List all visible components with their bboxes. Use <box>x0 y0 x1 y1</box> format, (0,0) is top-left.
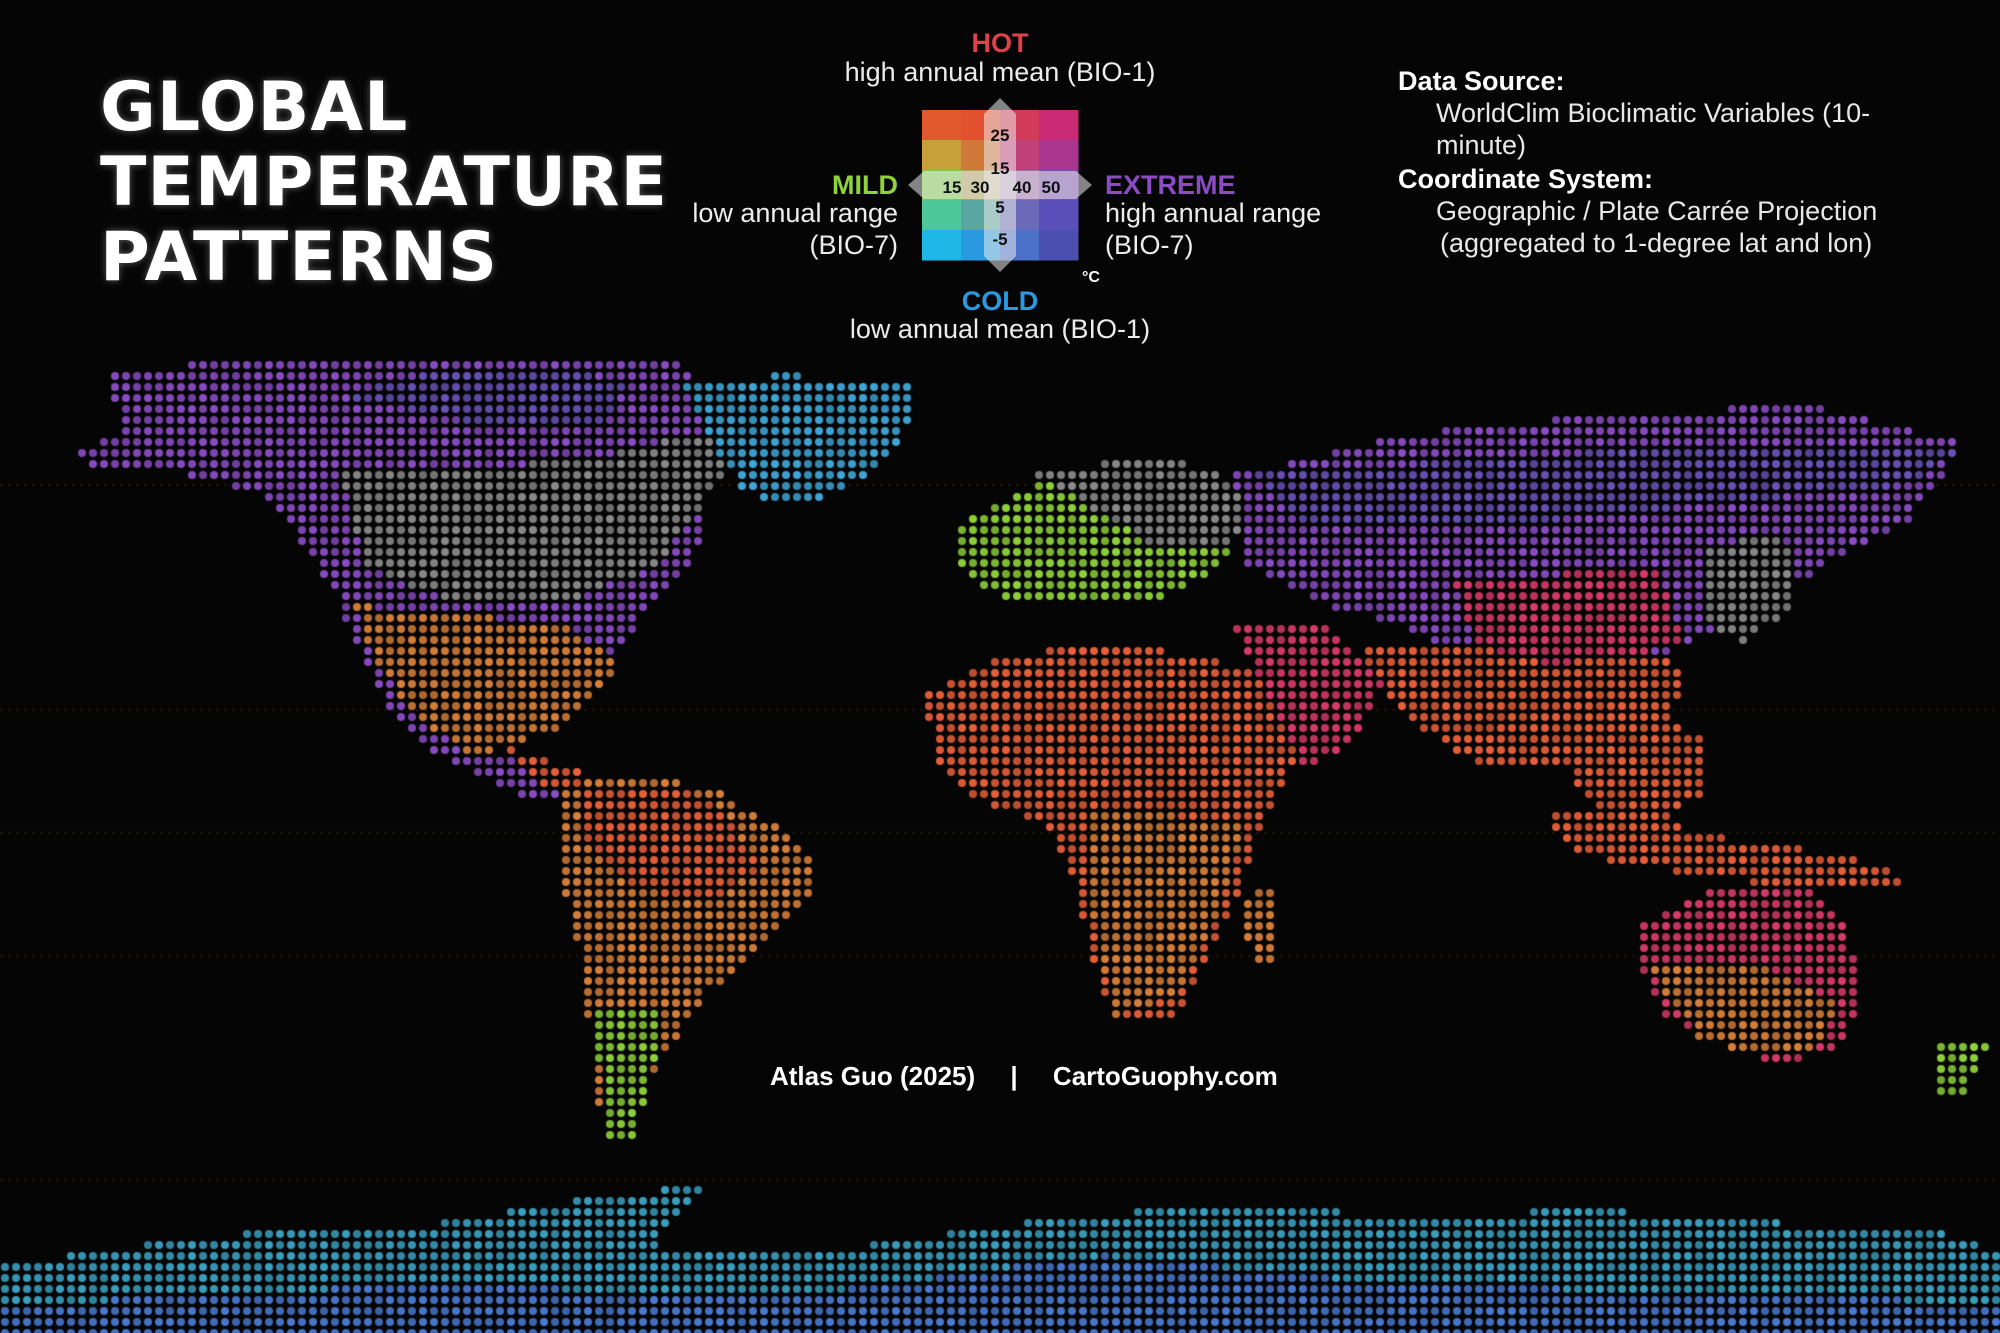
legend-cold-desc: low annual mean (BIO-1) <box>849 314 1151 344</box>
legend-range-tick: 50 <box>1042 178 1061 197</box>
legend-mild-desc-line2: (BIO-7) <box>809 230 898 260</box>
bivariate-legend: 25 15 5 -5 15 30 40 50 °C <box>908 98 1100 286</box>
legend-extreme-label: EXTREME <box>1105 170 1236 200</box>
legend-range-tick: 40 <box>1013 178 1032 197</box>
legend-cell <box>922 200 962 231</box>
data-source-block: Data Source: WorldClim Bioclimatic Varia… <box>1398 66 1958 161</box>
legend-mean-tick: 15 <box>991 159 1010 178</box>
credit-author: Atlas Guo (2025) <box>770 1061 976 1091</box>
legend-range-tick: 15 <box>943 178 962 197</box>
legend-cell <box>1039 230 1079 261</box>
title-line-1: GLOBAL <box>100 68 409 147</box>
legend-hot-desc: high annual mean (BIO-1) <box>844 57 1156 87</box>
legend-hot-label: HOT <box>971 28 1029 58</box>
legend-cell <box>1039 140 1079 171</box>
coordinate-system-heading: Coordinate System: <box>1398 164 1654 194</box>
data-source-value: WorldClim Bioclimatic Variables (10-minu… <box>1436 98 1871 160</box>
legend-mean-tick: 25 <box>991 126 1010 145</box>
coordinate-system-line2: (aggregated to 1-degree lat and lon) <box>1440 228 1873 258</box>
legend-extreme-desc-line2: (BIO-7) <box>1105 230 1194 260</box>
legend-mild-desc-line1: low annual range <box>692 198 898 228</box>
title-line-3: PATTERNS <box>100 218 498 297</box>
legend-cell <box>922 230 962 261</box>
legend-range-arrow <box>908 171 1092 199</box>
legend-extreme-desc-line1: high annual range <box>1105 198 1322 228</box>
legend-cell <box>922 140 962 171</box>
legend-cell <box>1039 200 1079 231</box>
legend-mean-tick: -5 <box>992 230 1007 249</box>
credit-separator: | <box>1010 1061 1018 1091</box>
legend-mild-label: MILD <box>832 170 898 200</box>
credit-website: CartoGuophy.com <box>1052 1061 1278 1091</box>
title-line-2: TEMPERATURE <box>100 143 668 222</box>
legend-range-tick: 30 <box>971 178 990 197</box>
coordinate-system-line1: Geographic / Plate Carrée Projection <box>1436 196 1878 226</box>
data-source-heading: Data Source: <box>1398 66 1565 96</box>
map-title: GLOBAL TEMPERATURE PATTERNS <box>100 70 668 295</box>
legend-cell <box>1039 110 1079 141</box>
credits: Atlas Guo (2025) | CartoGuophy.com <box>770 1061 1278 1092</box>
legend-mean-tick: 5 <box>995 198 1004 217</box>
legend-cell <box>922 110 962 141</box>
coordinate-system-block: Coordinate System: Geographic / Plate Ca… <box>1398 164 1958 259</box>
legend-unit: °C <box>1082 269 1100 286</box>
legend-cold-label: COLD <box>961 286 1039 316</box>
